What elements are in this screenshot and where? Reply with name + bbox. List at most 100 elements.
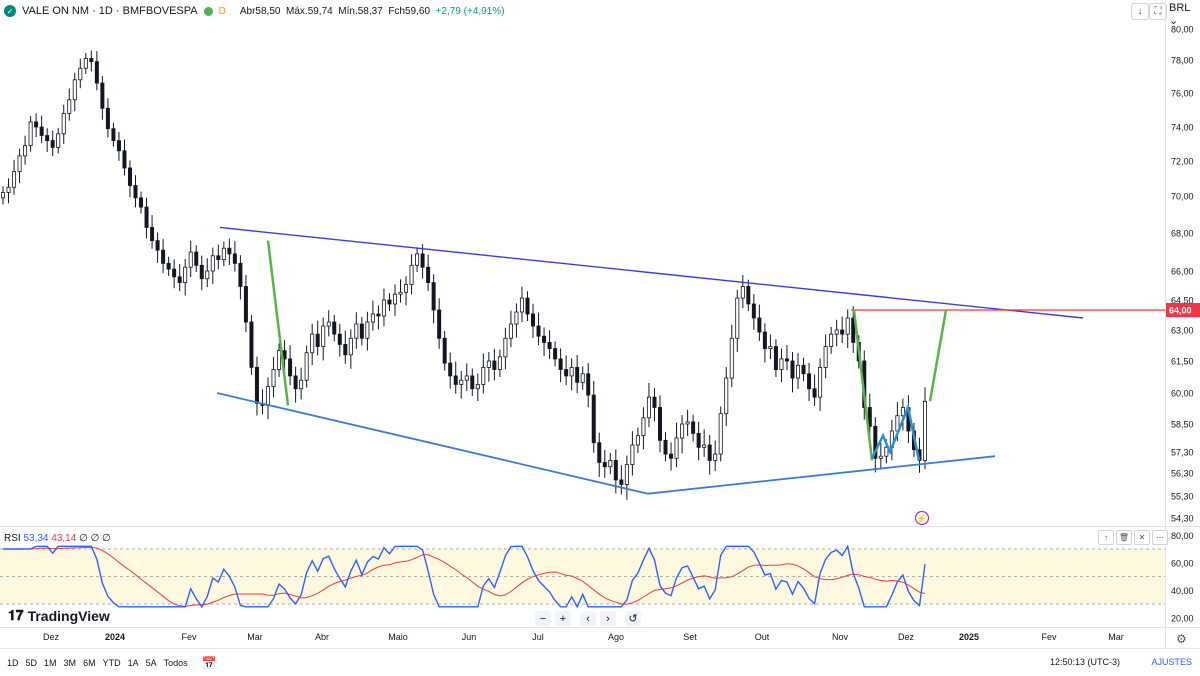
candle-down <box>216 255 221 261</box>
candle-down <box>94 61 99 84</box>
candle-down <box>492 360 497 370</box>
range-6m[interactable]: 6M <box>83 657 96 668</box>
price-tag-label: 64,00 <box>1169 306 1192 316</box>
candle-up <box>354 323 359 339</box>
high-label: Máx. <box>286 5 308 17</box>
ohlc-readout: Abr58,50 Máx.59,74 Mín.58,37 Fch59,60 +2… <box>240 6 505 17</box>
rsi-legend[interactable]: RSI 53,34 43,14 ∅ ∅ ∅ <box>4 533 111 544</box>
zoom-out-button[interactable]: − <box>535 611 551 626</box>
settings-link[interactable]: AJUSTES <box>1151 657 1192 667</box>
maximize-icon: ⛶ <box>1154 6 1162 17</box>
high-value: 59,74 <box>307 5 333 17</box>
candle-down <box>542 335 547 343</box>
scroll-right-button[interactable]: › <box>600 611 616 626</box>
candle-up <box>779 358 784 370</box>
candle-down <box>172 268 177 278</box>
candle-down <box>288 358 293 377</box>
rsi-line <box>3 544 926 609</box>
rsi-delete-button[interactable]: 🗑 <box>1116 530 1132 545</box>
impulse-leg-down-2 <box>852 309 874 461</box>
range-3m[interactable]: 3M <box>63 657 77 668</box>
time-tick-label: Out <box>755 632 770 642</box>
candle-up <box>304 352 309 381</box>
delay-badge: D <box>218 5 226 17</box>
candle-up <box>724 377 729 415</box>
range-ytd[interactable]: YTD <box>102 657 121 668</box>
candle-down <box>166 262 171 270</box>
candle-up <box>348 337 353 356</box>
candle-down <box>575 366 580 383</box>
scroll-left-button[interactable]: ‹ <box>580 611 596 626</box>
candle-up <box>702 444 707 448</box>
currency-selector[interactable]: BRL ⌄ <box>1169 2 1200 27</box>
candle-down <box>39 126 44 136</box>
range-1d[interactable]: 1D <box>7 657 19 668</box>
clock[interactable]: 12:50:13 (UTC-3) <box>1049 657 1120 667</box>
price-tick-label: 54,30 <box>1171 514 1194 524</box>
candle-up <box>624 464 629 485</box>
time-tick-label: 2025 <box>959 632 979 642</box>
candle-up <box>497 356 502 370</box>
candle-down <box>89 58 94 63</box>
candle-down <box>586 373 591 396</box>
candle-up <box>713 453 718 461</box>
range-5a[interactable]: 5A <box>145 657 157 668</box>
settings-gear-icon[interactable]: ⚙ <box>1176 632 1187 646</box>
price-tick-label: 72,00 <box>1171 157 1194 167</box>
candle-up <box>415 253 420 266</box>
candle-up <box>398 291 403 295</box>
candle-down <box>243 286 248 323</box>
range-1a[interactable]: 1A <box>127 657 139 668</box>
candle-up <box>56 133 61 148</box>
candle-down <box>111 128 116 141</box>
drawings-layer <box>216 226 1165 495</box>
candle-down <box>155 240 160 251</box>
tradingview-logo[interactable]: 𝟏𝟕 TradingView <box>8 607 110 624</box>
candle-up <box>299 379 304 390</box>
candle-down <box>558 358 563 370</box>
candle-down <box>867 407 872 427</box>
candle-down <box>453 375 458 385</box>
candle-down <box>657 407 662 441</box>
candle-up <box>680 423 685 439</box>
range-1m[interactable]: 1M <box>44 657 57 668</box>
candle-down <box>337 333 342 345</box>
candle-down <box>144 206 149 228</box>
candle-up <box>321 325 326 347</box>
range-todos[interactable]: Todos <box>163 657 188 668</box>
symbol-title[interactable]: VALE ON NM · 1D · BMFBOVESPA <box>22 5 198 17</box>
maximize-button[interactable]: ⛶ <box>1149 3 1167 20</box>
rsi-more-button[interactable]: ⋯ <box>1152 530 1168 545</box>
move-down-button[interactable]: ↓ <box>1131 3 1149 20</box>
zoom-in-button[interactable]: + <box>555 611 571 626</box>
candle-down <box>194 251 199 266</box>
price-tick-label: 56,30 <box>1171 469 1194 479</box>
price-tag-box <box>1166 303 1200 317</box>
rsi-move-up-button[interactable]: ↑ <box>1098 530 1114 545</box>
price-axis[interactable]: 80,00 78,00 76,00 74,00 72,00 70,00 68,00 66,00… <box>1166 25 1200 524</box>
candle-down <box>663 439 668 455</box>
candle-up <box>508 323 513 339</box>
bottom-toolbar: 1D 5D 1M 3M 6M YTD 1A 5A Todos 📅 12:50:1… <box>0 648 1200 676</box>
candle-down <box>105 107 110 130</box>
range-5d[interactable]: 5D <box>25 657 38 668</box>
candle-down <box>564 369 569 377</box>
rsi-axis: 80,00 60,00 40,00 20,00 <box>1171 531 1194 624</box>
reset-chart-button[interactable]: ↺ <box>625 611 641 626</box>
rsi-collapse-button[interactable]: ✕ <box>1134 530 1150 545</box>
candle-down <box>150 227 155 241</box>
candlestick-series <box>0 50 928 500</box>
candle-up <box>271 369 276 387</box>
price-tick-label: 66,00 <box>1171 267 1194 277</box>
candle-up <box>630 444 635 466</box>
candle-up <box>845 317 850 335</box>
calendar-icon[interactable]: 📅 <box>201 655 217 670</box>
rsi-tick-label: 80,00 <box>1171 531 1194 541</box>
candle-down <box>707 444 712 461</box>
time-tick-label: Jul <box>532 632 544 642</box>
candle-up <box>685 421 690 425</box>
time-axis[interactable]: Dez 2024 Fev Mar Abr Maio Jun Jul Ago Set Out Nov De… <box>43 632 1124 642</box>
candle-down <box>531 313 536 327</box>
lightning-icon[interactable] <box>914 510 930 526</box>
